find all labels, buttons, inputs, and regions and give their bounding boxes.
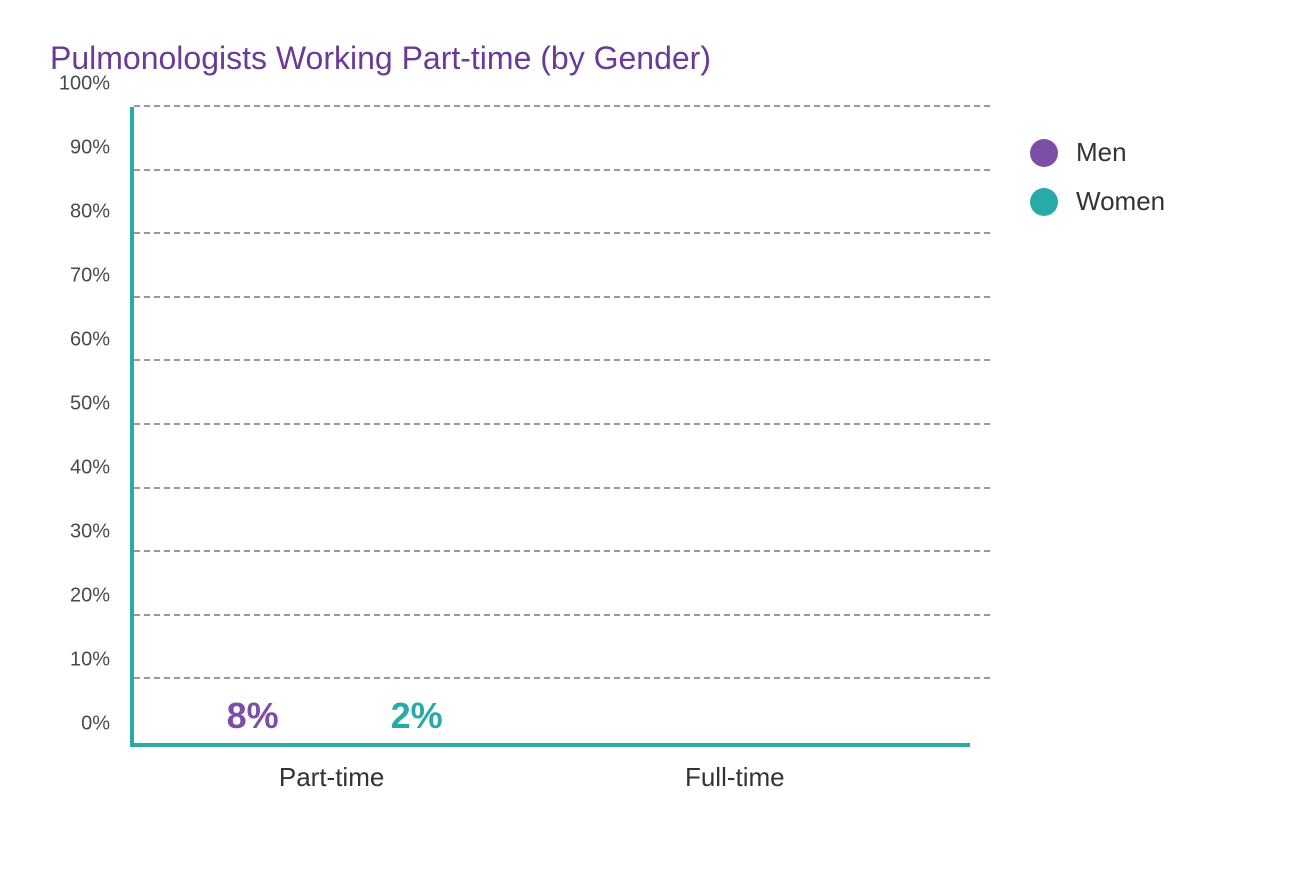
legend-swatch [1030,188,1058,216]
x-tick-label: Full-time [685,762,785,793]
chart-area: 0%10%20%30%40%50%60%70%80%90%100% 8%2%92… [50,107,970,787]
grid-line [134,614,990,616]
legend-item: Men [1030,137,1165,168]
plot-area: 8%2%92%98% [130,107,970,747]
y-tick-label: 90% [70,137,110,160]
grid-line [134,359,990,361]
grid-line [134,487,990,489]
grid-line [134,105,990,107]
y-tick-label: 30% [70,521,110,544]
legend: Men Women [1030,137,1165,235]
y-tick-label: 20% [70,585,110,608]
x-tick-label: Part-time [279,762,384,793]
y-tick-label: 50% [70,393,110,416]
grid-line [134,423,990,425]
bar-value-label: 2% [391,695,443,737]
chart-title: Pulmonologists Working Part-time (by Gen… [50,40,1240,77]
legend-label: Men [1076,137,1127,168]
y-axis-labels: 0%10%20%30%40%50%60%70%80%90%100% [50,107,120,747]
chart-container: 0%10%20%30%40%50%60%70%80%90%100% 8%2%92… [50,107,1240,787]
y-tick-label: 70% [70,265,110,288]
grid-line [134,296,990,298]
y-tick-label: 10% [70,649,110,672]
grid-line [134,232,990,234]
legend-item: Women [1030,186,1165,217]
legend-swatch [1030,139,1058,167]
grid-line [134,169,990,171]
y-tick-label: 100% [59,73,110,96]
y-tick-label: 0% [81,713,110,736]
y-tick-label: 60% [70,329,110,352]
y-tick-label: 80% [70,201,110,224]
grid-line [134,677,990,679]
bar-value-label: 8% [227,695,279,737]
grid-line [134,550,990,552]
x-axis-labels: Part-timeFull-time [130,747,970,787]
y-tick-label: 40% [70,457,110,480]
legend-label: Women [1076,186,1165,217]
